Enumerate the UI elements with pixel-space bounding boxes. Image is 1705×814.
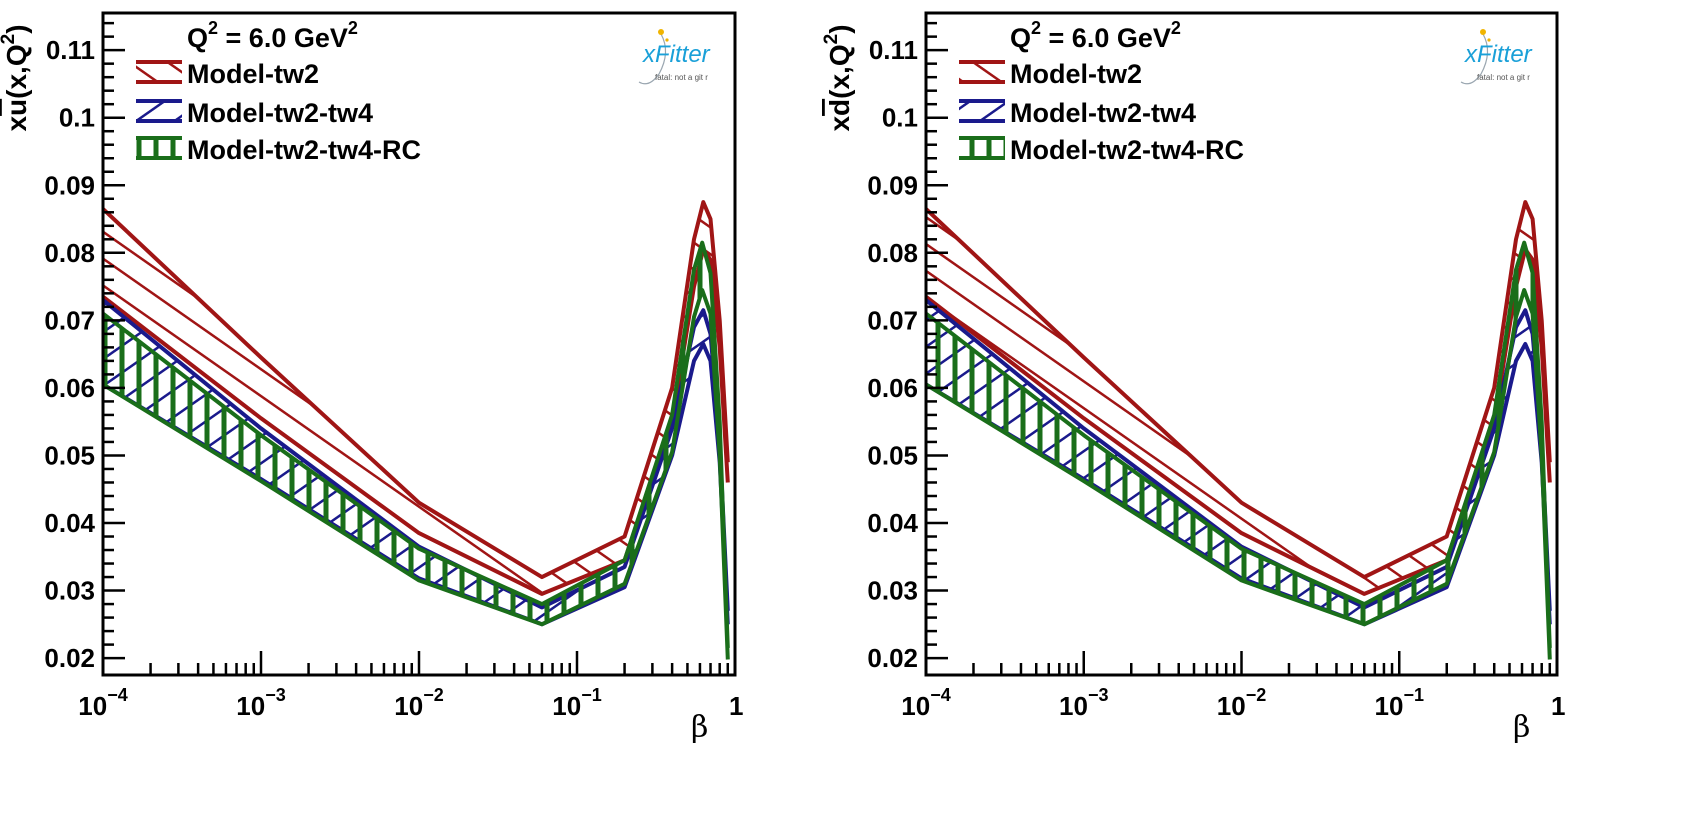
legend-entry-model-tw2-tw4: Model-tw2-tw4 xyxy=(136,98,373,128)
logo-dot xyxy=(1480,29,1486,35)
series-band-model-tw2-tw4-rc xyxy=(924,240,1552,660)
y-tick-label: 0.05 xyxy=(44,440,95,470)
x-tick-label: 1 xyxy=(729,691,743,721)
x-tick-label: 10−3 xyxy=(236,685,285,721)
y-tick-label: 0.04 xyxy=(867,508,918,538)
logo-dot xyxy=(658,29,664,35)
legend-entry-model-tw2-tw4-rc: Model-tw2-tw4-RC xyxy=(136,135,421,165)
y-tick-label: 0.08 xyxy=(44,238,95,268)
x-tick-label: 10−4 xyxy=(901,685,950,721)
legend-entry-model-tw2: Model-tw2 xyxy=(959,59,1142,89)
x-tick-label: 10−1 xyxy=(552,685,601,721)
legend-label: Model-tw2-tw4 xyxy=(1010,98,1196,128)
legend-entry-model-tw2-tw4-rc: Model-tw2-tw4-RC xyxy=(959,135,1244,165)
band-lower-line xyxy=(101,288,730,660)
y-tick-label: 0.03 xyxy=(44,576,95,606)
y-tick-label: 0.03 xyxy=(867,576,918,606)
x-tick-label: 10−2 xyxy=(1217,685,1266,721)
band-fill xyxy=(926,202,1550,594)
logo-dot xyxy=(665,38,669,42)
chart-panel-right: 0.02 0.03 0.04 0.05 0.06 0.07 0.08 0.09 0.1 0.11 1… xyxy=(821,11,1565,745)
annotation-q2: Q2 = 6.0 GeV2 xyxy=(1010,18,1181,53)
band-upper-line xyxy=(924,200,1552,580)
y-tick-label: 0.11 xyxy=(869,35,918,65)
y-tick-label: 0.05 xyxy=(867,440,918,470)
band-upper-line xyxy=(924,240,1552,649)
legend-label: Model-tw2-tw4 xyxy=(187,98,373,128)
logo-swirl xyxy=(1460,33,1489,85)
logo-subtext: fatal: not a git r xyxy=(1477,73,1530,82)
x-tick-label: 10−4 xyxy=(78,685,127,721)
y-tick-label: 0.08 xyxy=(867,238,918,268)
y-tick-label: 0.06 xyxy=(44,373,95,403)
logo-text: xFitter xyxy=(642,41,711,68)
x-tick-label: 10−2 xyxy=(394,685,443,721)
y-tick-label: 0.11 xyxy=(46,35,95,65)
band-fill xyxy=(103,202,728,594)
legend-entry-model-tw2: Model-tw2 xyxy=(136,59,319,89)
band-lower-line xyxy=(924,288,1552,660)
y-tick-label: 0.02 xyxy=(44,643,95,673)
y-tick-label: 0.09 xyxy=(867,170,918,200)
y-tick-label: 0.04 xyxy=(44,508,95,538)
y-axis-label: xd(x,Q2) xyxy=(821,24,855,131)
y-axis-label: xu(x,Q2) xyxy=(0,24,32,131)
annotation-q2: Q2 = 6.0 GeV2 xyxy=(187,18,358,53)
legend-label: Model-tw2-tw4-RC xyxy=(1010,135,1244,165)
logo-swirl xyxy=(638,33,667,85)
xfitter-logo: xFitter fatal: not a git r xyxy=(1460,29,1533,85)
x-tick-label: 10−3 xyxy=(1059,685,1108,721)
x-tick-label: 10−1 xyxy=(1375,685,1424,721)
logo-subtext: fatal: not a git r xyxy=(655,73,708,82)
chart-panel-left: 0.02 0.03 0.04 0.05 0.06 0.07 0.08 0.09 0.1 0.11 1… xyxy=(0,11,743,745)
x-tick-label: 1 xyxy=(1551,691,1565,721)
y-tick-label: 0.02 xyxy=(867,643,918,673)
legend-label: Model-tw2-tw4-RC xyxy=(187,135,421,165)
y-tick-label: 0.07 xyxy=(44,305,95,335)
band-upper-line xyxy=(101,200,730,580)
y-tick-label: 0.06 xyxy=(867,373,918,403)
y-tick-label: 0.1 xyxy=(882,103,918,133)
legend-label: Model-tw2 xyxy=(187,59,319,89)
x-axis-label: β xyxy=(691,710,708,745)
logo-text: xFitter xyxy=(1464,41,1533,68)
y-tick-label: 0.07 xyxy=(867,305,918,335)
xfitter-logo: xFitter fatal: not a git r xyxy=(638,29,711,85)
legend-entry-model-tw2-tw4: Model-tw2-tw4 xyxy=(959,98,1196,128)
x-axis-label: β xyxy=(1513,710,1530,745)
legend-label: Model-tw2 xyxy=(1010,59,1142,89)
series-band-model-tw2-tw4-rc xyxy=(101,240,730,660)
y-tick-label: 0.09 xyxy=(44,170,95,200)
logo-dot xyxy=(1487,38,1491,42)
y-tick-label: 0.1 xyxy=(59,103,95,133)
band-upper-line xyxy=(101,240,730,649)
